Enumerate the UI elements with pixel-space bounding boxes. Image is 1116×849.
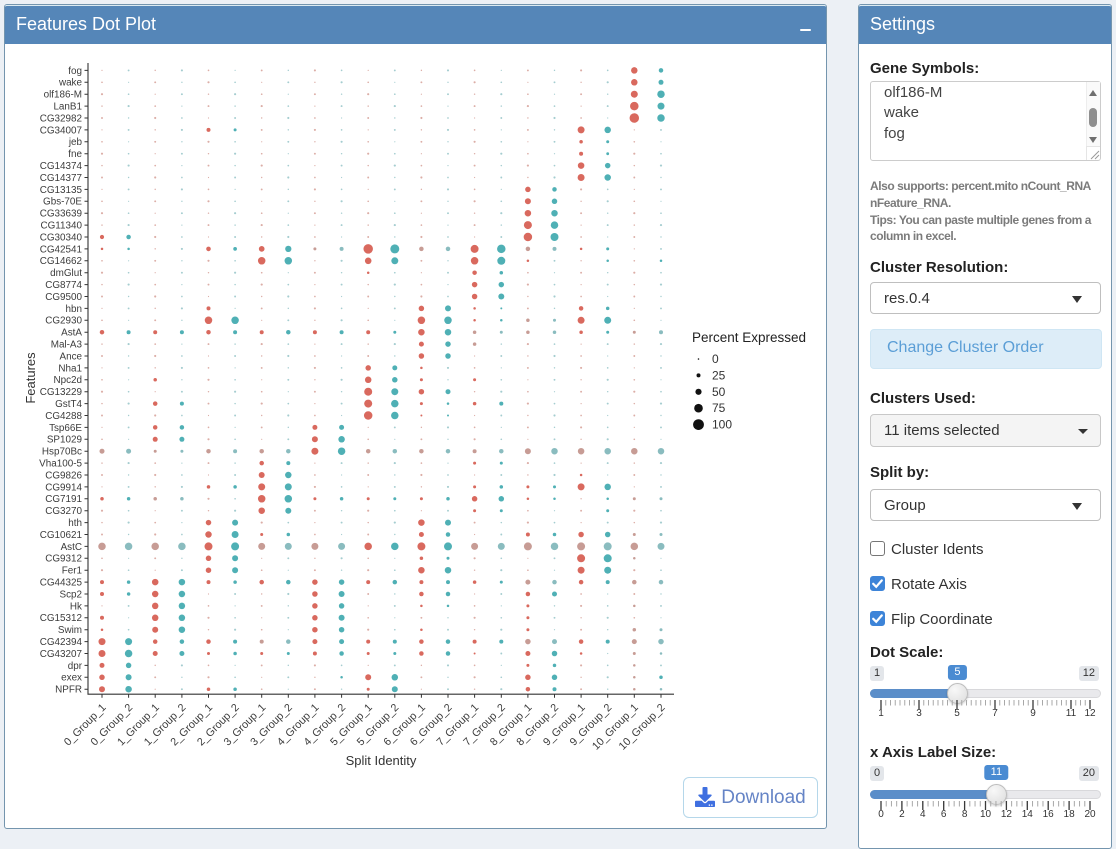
svg-text:CG43207: CG43207	[40, 649, 82, 660]
svg-text:CG33639: CG33639	[40, 209, 83, 220]
svg-text:Features: Features	[23, 352, 38, 404]
svg-text:jeb: jeb	[68, 137, 83, 148]
svg-text:0: 0	[712, 352, 719, 366]
svg-text:Scp2: Scp2	[59, 589, 82, 600]
svg-text:CG2930: CG2930	[45, 316, 82, 327]
svg-text:Swim: Swim	[58, 625, 82, 636]
svg-text:CG13229: CG13229	[40, 387, 83, 398]
svg-text:75: 75	[712, 401, 726, 415]
svg-text:Gbs-70E: Gbs-70E	[43, 197, 82, 208]
svg-text:wake: wake	[58, 78, 83, 89]
svg-text:CG42541: CG42541	[40, 244, 83, 255]
svg-text:fog: fog	[68, 66, 82, 77]
svg-text:LanB1: LanB1	[53, 102, 82, 113]
svg-text:AstC: AstC	[61, 542, 82, 553]
svg-text:CG44325: CG44325	[40, 578, 83, 589]
svg-text:CG3270: CG3270	[45, 506, 82, 517]
svg-text:25: 25	[712, 368, 726, 382]
svg-text:CG9312: CG9312	[45, 554, 82, 565]
svg-text:50: 50	[712, 385, 726, 399]
svg-text:Mal-A3: Mal-A3	[51, 340, 83, 351]
svg-text:NPFR: NPFR	[55, 685, 82, 696]
svg-text:olf186-M: olf186-M	[44, 90, 82, 101]
svg-text:CG9826: CG9826	[45, 470, 82, 481]
svg-text:CG9914: CG9914	[45, 482, 82, 493]
svg-text:Split Identity: Split Identity	[346, 753, 417, 768]
svg-text:dmGlut: dmGlut	[50, 268, 82, 279]
svg-text:Npc2d: Npc2d	[53, 375, 82, 386]
svg-text:CG30340: CG30340	[40, 232, 83, 243]
svg-text:Hk: Hk	[70, 601, 82, 612]
svg-text:Nha1: Nha1	[58, 363, 82, 374]
svg-text:Percent Expressed: Percent Expressed	[692, 330, 806, 345]
svg-text:CG11340: CG11340	[40, 221, 82, 232]
svg-text:CG14662: CG14662	[40, 256, 82, 267]
svg-text:CG14374: CG14374	[40, 161, 83, 172]
svg-text:CG14377: CG14377	[40, 173, 82, 184]
svg-text:exex: exex	[61, 673, 82, 684]
svg-text:CG34007: CG34007	[40, 125, 82, 136]
svg-text:CG13135: CG13135	[40, 185, 83, 196]
svg-text:CG9500: CG9500	[45, 292, 82, 303]
svg-text:Hsp70Bc: Hsp70Bc	[42, 447, 82, 458]
svg-text:Vha100-5: Vha100-5	[39, 459, 82, 470]
svg-text:fne: fne	[68, 149, 82, 160]
svg-text:hth: hth	[68, 518, 82, 529]
svg-text:hbn: hbn	[66, 304, 82, 315]
svg-text:GstT4: GstT4	[55, 399, 82, 410]
svg-text:CG42394: CG42394	[40, 637, 83, 648]
svg-text:Ance: Ance	[59, 351, 82, 362]
svg-text:SP1029: SP1029	[47, 435, 83, 446]
svg-text:100: 100	[712, 418, 732, 432]
svg-text:CG10621: CG10621	[40, 530, 83, 541]
svg-text:CG8774: CG8774	[45, 280, 82, 291]
svg-text:dpr: dpr	[68, 661, 83, 672]
svg-text:Fer1: Fer1	[62, 566, 83, 577]
svg-text:CG4288: CG4288	[45, 411, 82, 422]
svg-text:AstA: AstA	[61, 328, 82, 339]
svg-text:CG32982: CG32982	[40, 113, 82, 124]
svg-text:CG15312: CG15312	[40, 613, 82, 624]
svg-text:Tsp66E: Tsp66E	[49, 423, 82, 434]
svg-text:CG7191: CG7191	[45, 494, 82, 505]
